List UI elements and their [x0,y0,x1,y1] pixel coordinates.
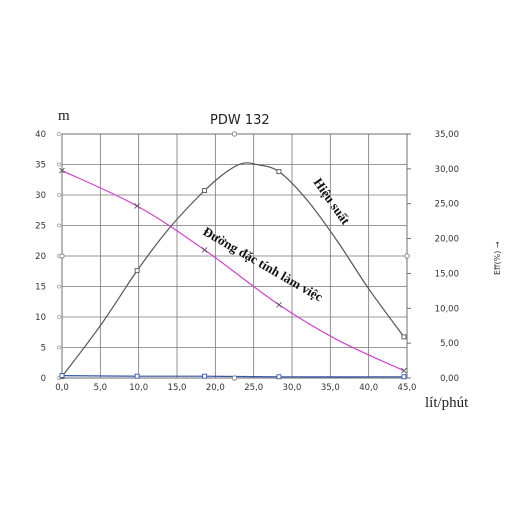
efficiency-curve-label: Hiệu suất [311,175,354,228]
y-tick-mark [57,193,61,197]
x-tick-label: 30,0 [283,383,302,393]
series-point-0 [401,334,407,340]
bottom-edge-marker [231,375,238,381]
y-tick-label: 30 [35,191,46,201]
y-axis-title: m [58,108,70,124]
y-tick-mark [57,162,61,167]
x-tick-label: 15,0 [168,383,187,393]
series-point-1 [401,367,407,374]
y2-tick-label: 35,00 [435,130,459,140]
y-tick-label: 40 [35,130,46,140]
y2-tick-label: 15,00 [435,269,459,279]
grid [61,133,411,379]
x-tick-label: 25,0 [244,383,263,393]
series-point-2 [59,373,65,379]
y-tick-mark [57,315,61,319]
y2-tick-label: 10,00 [435,304,459,314]
y2-tick-label: 30,00 [435,165,459,175]
characteristic-curve-label: Đường đặc tính làm việc [201,224,326,305]
series-point-2 [401,374,407,380]
series-point-2 [276,374,282,380]
x-tick-label: 35,0 [321,383,340,393]
x-tick-label: 10,0 [129,383,148,393]
x-tick-label: 40,0 [359,383,378,393]
series-point-1 [59,167,65,174]
y-tick-label: 5 [41,344,46,354]
y-tick-mark [57,223,61,228]
y-tick-label: 35 [35,161,46,171]
y-tick-mark [57,376,61,380]
series-point-1 [134,203,140,209]
y-tick-label: 15 [35,283,46,293]
y2-tick-label: 0,00 [440,374,459,384]
x-tick-label: 45,0 [398,383,417,393]
y2-tick-label: 25,00 [435,200,459,210]
right-edge-marker [404,253,410,259]
chart-title: PDW 132 [210,113,270,128]
series-line-2 [61,375,404,378]
y-tick-mark [57,284,61,289]
left-edge-marker [59,253,65,259]
y-tick-mark [57,132,61,136]
y-tick-label: 0 [41,374,46,384]
series-point-2 [134,373,140,379]
x-tick-label: 0,0 [55,383,69,393]
series-point-0 [134,268,140,274]
series-point-0 [202,188,208,193]
y2-axis-title: Eff(%) → [493,241,502,275]
y2-tick-label: 5,00 [440,339,459,349]
top-edge-marker [231,131,238,137]
series-line-1 [61,170,405,372]
x-tick-label: 5,0 [94,383,108,393]
y-tick-label: 20 [35,252,46,262]
y-tick-label: 25 [35,222,46,232]
y-tick-mark [57,345,61,350]
series-point-1 [201,247,208,253]
curves [59,162,407,380]
tick-labels: 0,0 5,0 10,0 15,0 20,0 25,0 30,0 35,0 40,0 45,0 0 5… [35,130,459,393]
series-point-2 [202,373,208,379]
x-tick-label: 20,0 [206,383,225,393]
y2-tick-label: 20,00 [435,235,459,245]
series-point-0 [276,169,282,175]
series-point-1 [276,301,282,308]
y-tick-label: 10 [35,313,46,323]
x-axis-title: lít/phút [425,395,469,411]
